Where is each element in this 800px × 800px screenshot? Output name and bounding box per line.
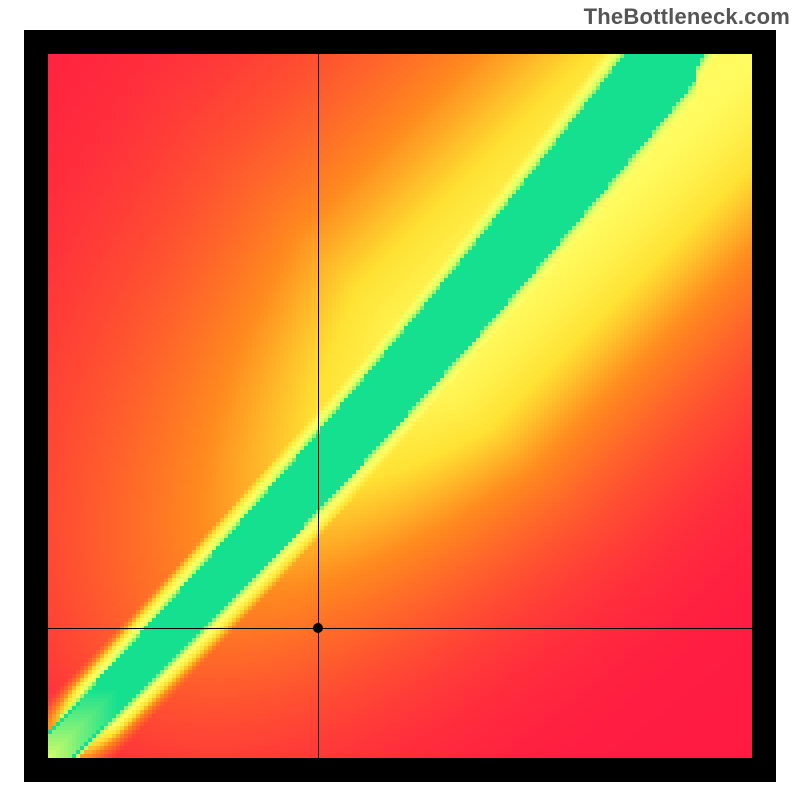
crosshair-horizontal	[48, 628, 752, 629]
attribution-label: TheBottleneck.com	[584, 4, 790, 30]
chart-container: TheBottleneck.com	[0, 0, 800, 800]
plot-outer-frame	[24, 30, 776, 782]
crosshair-dot	[313, 623, 323, 633]
heatmap-canvas	[48, 54, 752, 758]
plot-area	[48, 54, 752, 758]
crosshair-vertical	[318, 54, 319, 758]
